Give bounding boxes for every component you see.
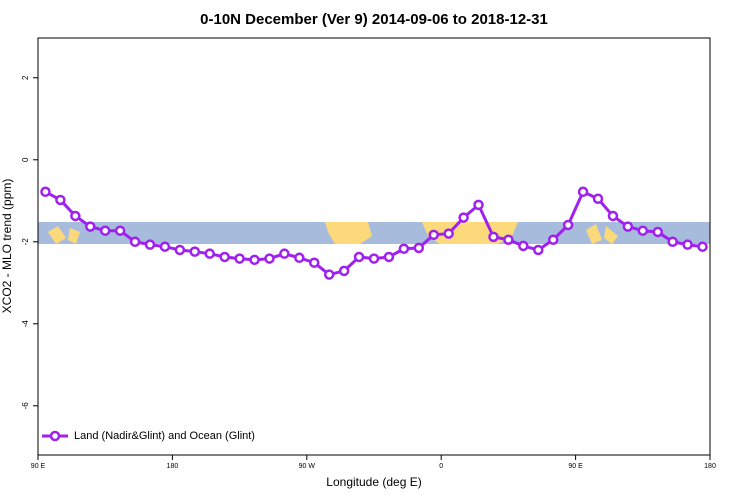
land (586, 224, 618, 244)
data-point (144, 239, 156, 250)
y-tick-label: 0 (21, 157, 30, 162)
x-axis-label: Longitude (deg E) (326, 475, 421, 489)
x-tick-label: 180 (167, 463, 179, 470)
data-point (473, 199, 484, 211)
data-point (323, 269, 335, 280)
data-point (114, 225, 126, 236)
data-point (383, 251, 395, 263)
x-tick-label: 90 E (568, 463, 583, 470)
x-tick-label: 180 (704, 463, 716, 470)
chart-title: 0-10N December (Ver 9) 2014-09-06 to 201… (200, 11, 548, 28)
data-point (607, 210, 619, 222)
data-point (592, 193, 604, 204)
data-point (219, 251, 230, 263)
y-tick-label: -4 (21, 320, 30, 328)
data-point (368, 253, 380, 264)
data-point (682, 239, 693, 250)
data-point (234, 253, 245, 264)
data-point (353, 251, 365, 263)
data-point (503, 234, 514, 245)
data-point (443, 228, 454, 239)
legend-marker (49, 430, 61, 442)
data-point (533, 244, 544, 256)
data-point (249, 254, 260, 266)
data-point (55, 194, 66, 206)
y-tick-label: -2 (21, 238, 30, 246)
data-point (637, 225, 649, 236)
data-point (159, 241, 171, 252)
data-point (398, 243, 410, 255)
legend-label: Land (Nadir&Glint) and Ocean (Glint) (74, 430, 255, 442)
data-point (488, 231, 499, 243)
data-point (204, 248, 215, 259)
data-point (667, 236, 678, 248)
data-point (428, 229, 439, 241)
land (48, 226, 80, 244)
data-point (338, 265, 350, 277)
y-tick-label: 2 (21, 75, 30, 80)
x-tick-label: 90 W (299, 463, 316, 470)
x-tick-label: 0 (439, 463, 443, 470)
data-point (294, 252, 305, 264)
data-point (622, 221, 634, 232)
data-point (458, 212, 469, 223)
ocean-band (38, 222, 710, 244)
data-point (518, 240, 529, 252)
data-point (577, 186, 589, 198)
data-point (697, 241, 708, 252)
y-axis-label: XCO2 - MLO trend (ppm) (0, 179, 14, 314)
data-point (70, 210, 81, 222)
data-point (129, 236, 141, 248)
data-point (547, 234, 559, 245)
x-tick-label: 90 E (31, 463, 46, 470)
plot-frame (37, 37, 711, 456)
map-band (38, 222, 710, 244)
data-point (174, 244, 186, 256)
data-point (279, 248, 290, 259)
data-point (85, 221, 96, 232)
data-point (562, 219, 574, 231)
y-tick-label: -6 (21, 402, 30, 410)
data-point (264, 253, 275, 264)
land (325, 222, 372, 244)
data-point (413, 242, 425, 254)
data-point (652, 226, 663, 238)
data-point (189, 246, 201, 257)
data-point (99, 225, 111, 236)
data-point (309, 257, 320, 268)
data-point (40, 186, 51, 198)
